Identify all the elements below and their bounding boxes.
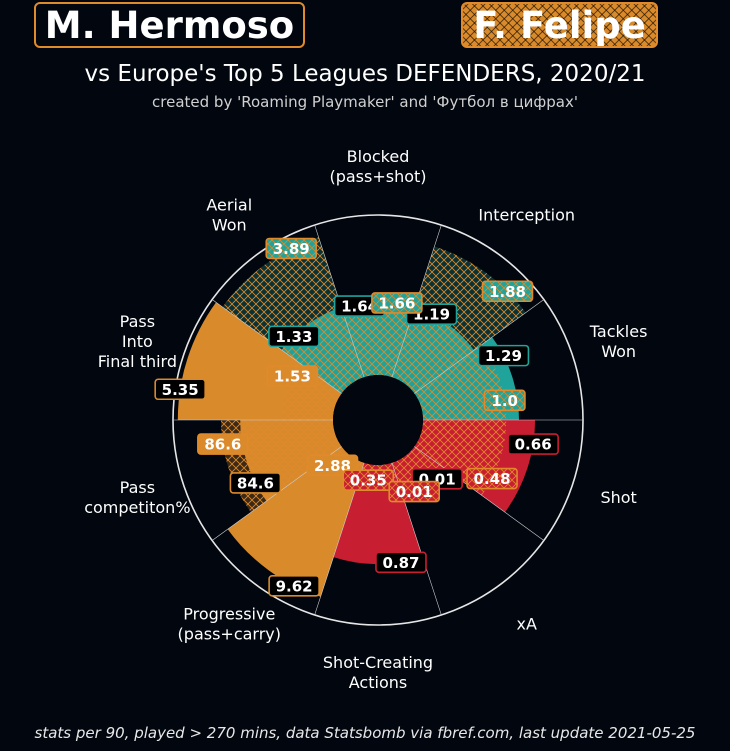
category-label-4: Pass Into Final third — [98, 312, 177, 371]
player1-value-7: 0.87 — [375, 551, 427, 574]
svg-text:1.64: 1.64 — [341, 298, 378, 316]
player1-bar-6 — [227, 446, 365, 597]
svg-text:86.6: 86.6 — [204, 436, 241, 454]
svg-text:1.53: 1.53 — [274, 368, 311, 386]
svg-text:2.88: 2.88 — [314, 457, 351, 475]
chart-grid — [172, 214, 584, 626]
category-label-5: Pass competiton% — [84, 478, 190, 517]
svg-text:0.01: 0.01 — [396, 483, 433, 501]
category-label-6: Progressive (pass+carry) — [178, 605, 281, 644]
player1-bar-7 — [333, 462, 423, 565]
category-label-8: xA — [516, 615, 536, 634]
category-label-0: Tackles Won — [589, 322, 648, 361]
category-label-7: Shot-Creating Actions — [323, 653, 433, 692]
svg-text:5.35: 5.35 — [162, 381, 199, 399]
center-hole — [333, 375, 423, 465]
category-label-2: Blocked (pass+shot) — [329, 147, 426, 186]
player2-value-1: 1.88 — [481, 280, 534, 303]
player2-bar-hatch-2 — [341, 301, 415, 378]
value-labels: 1.291.01.191.881.64 1.661.333.895.351.538… — [154, 237, 559, 597]
player2-value-4: 1.53 — [266, 365, 319, 387]
svg-text:1.88: 1.88 — [489, 283, 526, 301]
category-label-9: Shot — [600, 488, 636, 507]
chart-credit: created by 'Roaming Playmaker' and 'Футб… — [152, 93, 578, 111]
svg-text:0.48: 0.48 — [474, 470, 511, 488]
player2-value-7: 0.35 — [342, 469, 395, 492]
player1-value-9: 0.66 — [507, 433, 559, 455]
player2-value-2: 1.66 — [371, 292, 423, 314]
player2-value-0: 1.0 — [483, 389, 526, 412]
svg-text:1.66: 1.66 — [378, 294, 415, 312]
svg-text:1.33: 1.33 — [275, 328, 312, 346]
chart-subtitle: vs Europe's Top 5 Leagues DEFENDERS, 202… — [84, 61, 646, 87]
category-label-1: Interception — [478, 205, 575, 224]
player2-value-3: 3.89 — [265, 237, 318, 260]
svg-text:0.66: 0.66 — [515, 436, 552, 454]
chart-footer: stats per 90, played > 270 mins, data St… — [34, 724, 696, 742]
player1-value-4: 5.35 — [154, 378, 206, 401]
player1-value-5: 84.6 — [229, 472, 282, 494]
svg-text:84.6: 84.6 — [237, 474, 274, 492]
category-label-3: Aerial Won — [206, 195, 252, 234]
player2-value-8: 0.01 — [388, 480, 441, 503]
player1-value-6: 9.62 — [268, 574, 320, 597]
player1-value-3: 1.33 — [268, 325, 320, 348]
player1-value-0: 1.29 — [477, 344, 530, 367]
player2-name-box: F. Felipe — [461, 2, 658, 48]
svg-text:9.62: 9.62 — [276, 577, 313, 595]
player2-value-9: 0.48 — [466, 467, 518, 490]
svg-text:3.89: 3.89 — [273, 240, 310, 258]
player2-bar-hatch-3 — [222, 237, 365, 394]
svg-text:0.35: 0.35 — [350, 472, 387, 490]
player2-value-5: 86.6 — [197, 433, 249, 455]
svg-text:1.0: 1.0 — [491, 392, 518, 410]
svg-text:1.29: 1.29 — [485, 347, 522, 365]
svg-text:0.87: 0.87 — [382, 554, 419, 572]
player1-name-box: M. Hermoso — [34, 2, 305, 48]
category-labels: Tackles Won Interception Blocked (pass+shot)… — [84, 147, 647, 692]
spoke-line — [414, 446, 545, 541]
